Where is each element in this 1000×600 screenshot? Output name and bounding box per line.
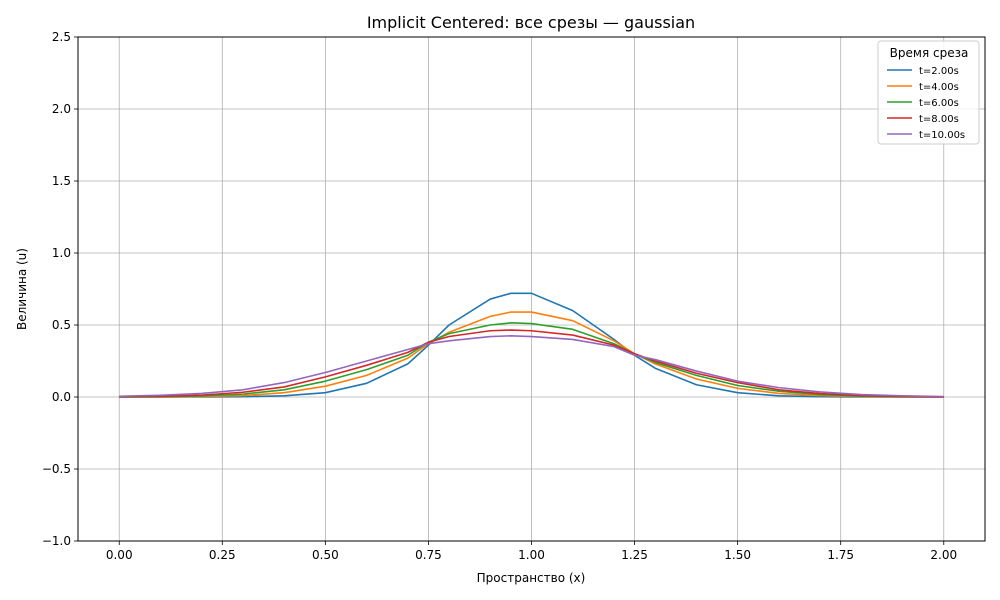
legend-label-5: t=10.00s: [919, 130, 965, 141]
y-tick-label: 1.0: [52, 246, 71, 260]
series-line-3: [119, 322, 944, 398]
y-tick-label: 2.5: [52, 30, 71, 44]
y-tick-label: 0.5: [52, 318, 71, 332]
ticks: 0.00 0.25 0.50 0.75 1.00 1.25 1.50 1.75 2.00 −1.0…: [42, 30, 957, 562]
series-line-4: [119, 329, 944, 398]
legend: Время среза t=2.00s t=4.00s t=6.00s t=8.00s…: [877, 40, 980, 145]
y-tick-label: −0.5: [42, 462, 71, 476]
legend-label-3: t=6.00s: [919, 98, 959, 109]
series-line-5: [119, 335, 944, 398]
x-tick-label: 1.50: [724, 548, 751, 562]
chart-title: Implicit Centered: все срезы — gaussian: [367, 13, 695, 32]
legend-label-4: t=8.00s: [919, 114, 959, 125]
x-tick-label: 0.25: [209, 548, 236, 562]
x-axis-label: Пространство (x): [477, 571, 586, 585]
x-tick-label: 0.75: [415, 548, 442, 562]
series-line-1: [119, 292, 944, 398]
y-tick-label: −1.0: [42, 534, 71, 548]
series-line-2: [119, 311, 944, 398]
x-tick-label: 2.00: [930, 548, 957, 562]
y-axis-label: Величина (u): [15, 248, 29, 330]
y-tick-label: 1.5: [52, 174, 71, 188]
x-tick-label: 1.25: [621, 548, 648, 562]
legend-title: Время среза: [890, 46, 969, 60]
y-tick-label: 0.0: [52, 390, 71, 404]
legend-label-1: t=2.00s: [919, 66, 959, 77]
x-tick-label: 1.75: [827, 548, 854, 562]
legend-items: t=2.00s t=4.00s t=6.00s t=8.00s t=10.00s: [887, 66, 965, 141]
legend-label-2: t=4.00s: [919, 82, 959, 93]
x-tick-label: 1.00: [518, 548, 545, 562]
x-tick-label: 0.50: [312, 548, 339, 562]
y-tick-label: 2.0: [52, 102, 71, 116]
x-tick-label: 0.00: [106, 548, 133, 562]
series-layer: [119, 292, 944, 398]
